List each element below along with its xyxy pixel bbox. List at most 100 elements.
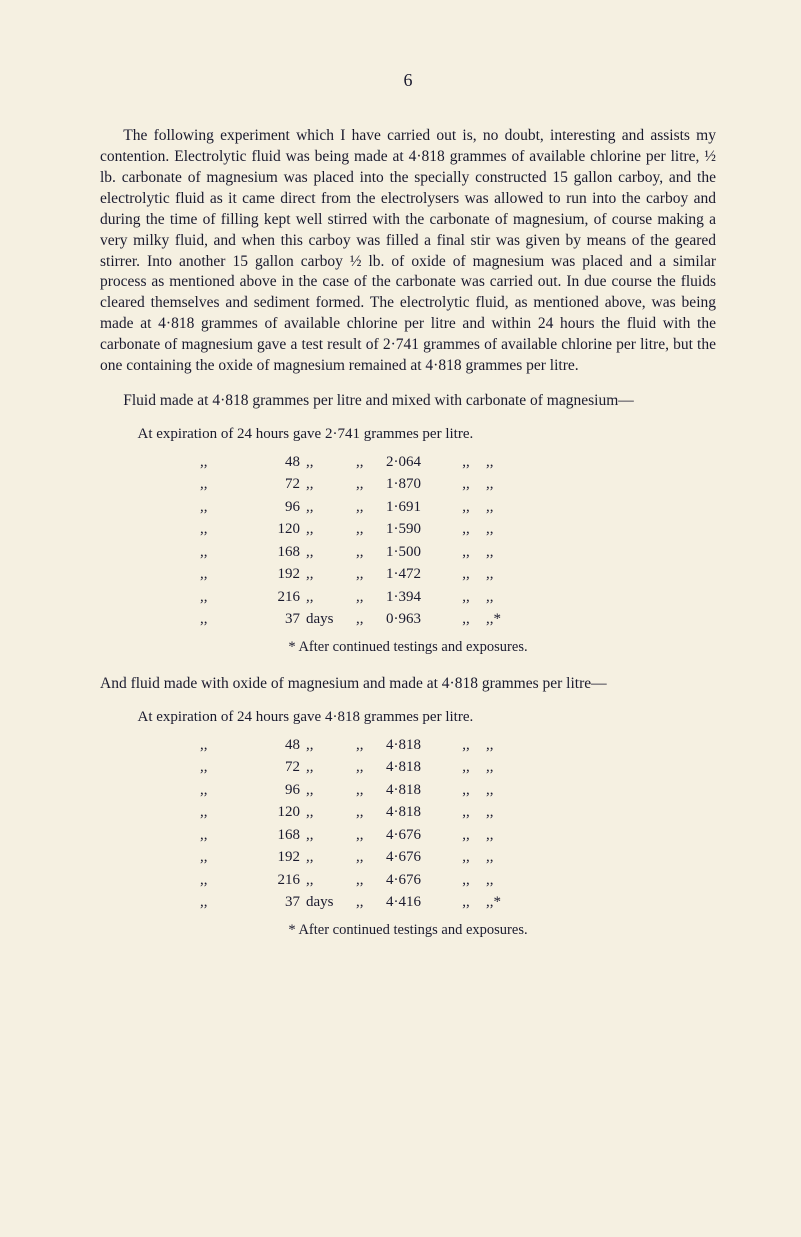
ditto-mark: ,, xyxy=(356,734,386,757)
ditto-mark: ,, xyxy=(486,779,516,802)
ditto-mark: ,, xyxy=(446,586,486,609)
ditto-mark: ,, xyxy=(200,563,230,586)
measurement-value: 4·416 xyxy=(386,891,446,914)
measurement-value: 0·963 xyxy=(386,608,446,631)
ditto-mark: ,, xyxy=(486,563,516,586)
ditto-mark: ,, xyxy=(446,451,486,474)
ditto-mark: ,, xyxy=(486,869,516,892)
ditto-mark: ,, xyxy=(356,824,386,847)
table-row: ,,120,,,,1·590,,,, xyxy=(200,518,716,541)
table-row: ,,48,,,,2·064,,,, xyxy=(200,451,716,474)
table-row: ,,72,,,,1·870,,,, xyxy=(200,473,716,496)
time-value: 72 xyxy=(230,473,306,496)
paragraph-3: And fluid made with oxide of magnesium a… xyxy=(100,674,716,695)
ditto-mark: ,, xyxy=(356,541,386,564)
ditto-mark: ,, xyxy=(486,496,516,519)
time-unit: days xyxy=(306,608,356,631)
measurement-value: 1·870 xyxy=(386,473,446,496)
paragraph-2: Fluid made at 4·818 grammes per litre an… xyxy=(100,391,716,412)
ditto-mark: ,, xyxy=(200,608,230,631)
measurement-value: 2·064 xyxy=(386,451,446,474)
measurement-value: 4·818 xyxy=(386,734,446,757)
ditto-mark: ,, xyxy=(486,586,516,609)
ditto-mark: ,, xyxy=(356,451,386,474)
measurement-value: 4·676 xyxy=(386,846,446,869)
time-unit: ,, xyxy=(306,756,356,779)
measurement-value: 4·676 xyxy=(386,824,446,847)
ditto-mark: ,, xyxy=(200,586,230,609)
time-unit: ,, xyxy=(306,869,356,892)
time-unit: ,, xyxy=(306,824,356,847)
time-value: 48 xyxy=(230,451,306,474)
time-value: 216 xyxy=(230,586,306,609)
time-unit: ,, xyxy=(306,563,356,586)
time-value: 192 xyxy=(230,563,306,586)
time-unit: days xyxy=(306,891,356,914)
measurement-value: 4·818 xyxy=(386,756,446,779)
time-unit: ,, xyxy=(306,518,356,541)
table-row: ,,48,,,,4·818,,,, xyxy=(200,734,716,757)
ditto-mark: ,, xyxy=(200,891,230,914)
table1-footnote: * After continued testings and exposures… xyxy=(100,639,716,656)
paragraph-1: The following experiment which I have ca… xyxy=(100,126,716,377)
table1: ,,48,,,,2·064,,,,,,72,,,,1·870,,,,,,96,,… xyxy=(200,451,716,631)
ditto-mark: ,,* xyxy=(486,608,516,631)
ditto-mark: ,, xyxy=(200,756,230,779)
ditto-mark: ,, xyxy=(200,846,230,869)
ditto-mark: ,, xyxy=(446,756,486,779)
ditto-mark: ,, xyxy=(446,801,486,824)
time-value: 72 xyxy=(230,756,306,779)
ditto-mark: ,, xyxy=(200,734,230,757)
measurement-value: 1·394 xyxy=(386,586,446,609)
table-row: ,,96,,,,1·691,,,, xyxy=(200,496,716,519)
ditto-mark: ,, xyxy=(486,518,516,541)
ditto-mark: ,, xyxy=(200,801,230,824)
ditto-mark: ,, xyxy=(446,563,486,586)
table-row: ,,168,,,,4·676,,,, xyxy=(200,824,716,847)
measurement-value: 4·818 xyxy=(386,801,446,824)
ditto-mark: ,, xyxy=(446,779,486,802)
measurement-value: 4·676 xyxy=(386,869,446,892)
time-unit: ,, xyxy=(306,734,356,757)
ditto-mark: ,, xyxy=(356,563,386,586)
ditto-mark: ,, xyxy=(356,846,386,869)
ditto-mark: ,, xyxy=(446,496,486,519)
time-value: 48 xyxy=(230,734,306,757)
table2-heading: At expiration of 24 hours gave 4·818 gra… xyxy=(100,709,716,726)
time-value: 120 xyxy=(230,801,306,824)
ditto-mark: ,, xyxy=(486,846,516,869)
ditto-mark: ,, xyxy=(200,869,230,892)
time-unit: ,, xyxy=(306,779,356,802)
table-row: ,,37days,,4·416,,,,* xyxy=(200,891,716,914)
time-value: 37 xyxy=(230,891,306,914)
table-row: ,,168,,,,1·500,,,, xyxy=(200,541,716,564)
ditto-mark: ,, xyxy=(200,473,230,496)
measurement-value: 1·691 xyxy=(386,496,446,519)
page-container: 6 The following experiment which I have … xyxy=(0,0,801,1017)
measurement-value: 1·500 xyxy=(386,541,446,564)
time-value: 168 xyxy=(230,541,306,564)
ditto-mark: ,, xyxy=(356,891,386,914)
ditto-mark: ,, xyxy=(200,451,230,474)
table-row: ,,72,,,,4·818,,,, xyxy=(200,756,716,779)
table-row: ,,96,,,,4·818,,,, xyxy=(200,779,716,802)
ditto-mark: ,, xyxy=(446,891,486,914)
ditto-mark: ,, xyxy=(200,518,230,541)
time-value: 216 xyxy=(230,869,306,892)
ditto-mark: ,, xyxy=(356,779,386,802)
ditto-mark: ,, xyxy=(356,518,386,541)
ditto-mark: ,, xyxy=(446,473,486,496)
time-unit: ,, xyxy=(306,801,356,824)
time-unit: ,, xyxy=(306,473,356,496)
table-row: ,,216,,,,1·394,,,, xyxy=(200,586,716,609)
ditto-mark: ,, xyxy=(486,541,516,564)
table-row: ,,120,,,,4·818,,,, xyxy=(200,801,716,824)
ditto-mark: ,,* xyxy=(486,891,516,914)
time-unit: ,, xyxy=(306,451,356,474)
ditto-mark: ,, xyxy=(486,734,516,757)
ditto-mark: ,, xyxy=(486,801,516,824)
ditto-mark: ,, xyxy=(486,473,516,496)
ditto-mark: ,, xyxy=(356,473,386,496)
measurement-value: 4·818 xyxy=(386,779,446,802)
ditto-mark: ,, xyxy=(486,824,516,847)
